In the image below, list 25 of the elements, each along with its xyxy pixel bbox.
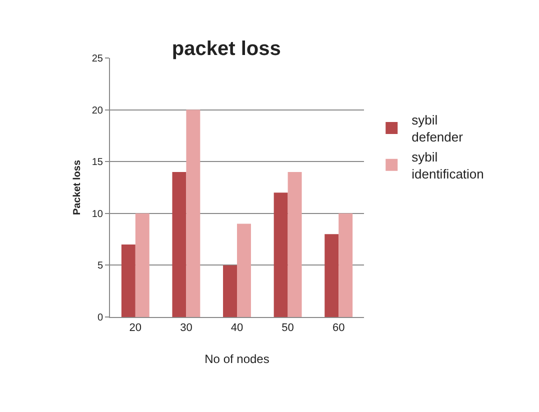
x-tick-label: 60 — [332, 322, 345, 334]
bar — [288, 172, 302, 317]
bar — [324, 234, 339, 317]
y-tick-label: 5 — [97, 260, 104, 272]
bar — [223, 265, 237, 317]
bar — [135, 213, 150, 317]
y-tick-label: 10 — [92, 208, 104, 220]
x-tick-label: 50 — [282, 322, 294, 334]
bar — [338, 213, 353, 317]
y-tick-label: 20 — [92, 105, 104, 116]
y-tick-label: 0 — [97, 312, 104, 324]
x-tick-label: 40 — [230, 322, 244, 334]
x-tick-label: 20 — [129, 322, 142, 334]
legend-label: sybil identification — [412, 149, 484, 182]
bar — [274, 192, 288, 317]
chart-title: packet loss — [172, 38, 281, 60]
y-axis-title: Packet loss — [72, 160, 83, 216]
bar — [172, 172, 186, 317]
x-axis-title: No of nodes — [204, 352, 270, 366]
y-tick-label: 15 — [92, 157, 104, 168]
bar — [237, 224, 251, 317]
bar — [121, 244, 136, 317]
y-tick-label: 25 — [92, 54, 104, 64]
x-tick-label: 30 — [180, 322, 192, 334]
bar — [186, 110, 200, 317]
